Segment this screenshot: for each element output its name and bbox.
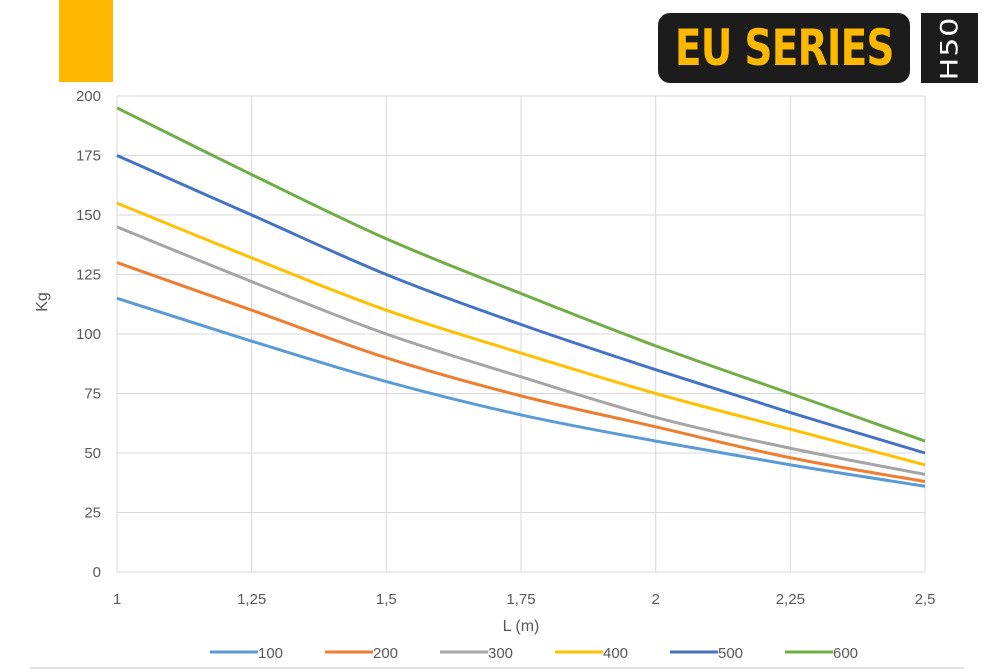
x-tick-label: 2,5 xyxy=(915,591,936,608)
y-tick-label: 100 xyxy=(76,326,101,343)
x-tick-label: 1,75 xyxy=(506,591,535,608)
y-tick-label: 0 xyxy=(93,564,101,581)
y-tick-label: 75 xyxy=(84,386,101,403)
legend-label-200: 200 xyxy=(373,645,398,662)
legend-label-100: 100 xyxy=(258,645,283,662)
series-badge-text: EU SERIES xyxy=(674,19,895,77)
series-line-100 xyxy=(116,296,926,488)
series-line-400 xyxy=(116,201,926,467)
y-axis-ticks: 0 25 50 75 100 125 150 175 200 xyxy=(76,88,101,581)
legend-label-400: 400 xyxy=(603,645,628,662)
y-tick-label: 175 xyxy=(76,148,101,165)
chart-series-lines xyxy=(116,106,926,488)
y-tick-label: 150 xyxy=(76,207,101,224)
legend-label-500: 500 xyxy=(718,645,743,662)
series-line-500 xyxy=(116,154,926,455)
x-tick-label: 1,5 xyxy=(376,591,397,608)
x-axis-ticks: 1 1,25 1,5 1,75 2 2,25 2,5 xyxy=(113,591,936,608)
legend-label-300: 300 xyxy=(488,645,513,662)
series-badge: EU SERIES xyxy=(658,13,910,83)
accent-block xyxy=(59,0,113,82)
y-tick-label: 25 xyxy=(84,505,101,522)
chart-grid xyxy=(116,95,926,573)
x-tick-label: 1,25 xyxy=(237,591,266,608)
y-tick-label: 125 xyxy=(76,267,101,284)
x-tick-label: 2,25 xyxy=(776,591,805,608)
model-badge: H50 xyxy=(921,13,978,83)
x-tick-label: 2 xyxy=(651,591,659,608)
y-axis-title: Kg xyxy=(34,292,51,312)
y-tick-label: 200 xyxy=(76,88,101,105)
bottom-rule xyxy=(30,667,964,669)
series-line-300 xyxy=(116,225,926,476)
x-tick-label: 1 xyxy=(113,591,121,608)
chart-legend: 100 200 300 400 500 600 xyxy=(210,645,858,662)
series-line-600 xyxy=(116,106,926,443)
y-tick-label: 50 xyxy=(84,445,101,462)
x-axis-title: L (m) xyxy=(503,618,540,635)
legend-label-600: 600 xyxy=(833,645,858,662)
series-line-200 xyxy=(116,261,926,484)
